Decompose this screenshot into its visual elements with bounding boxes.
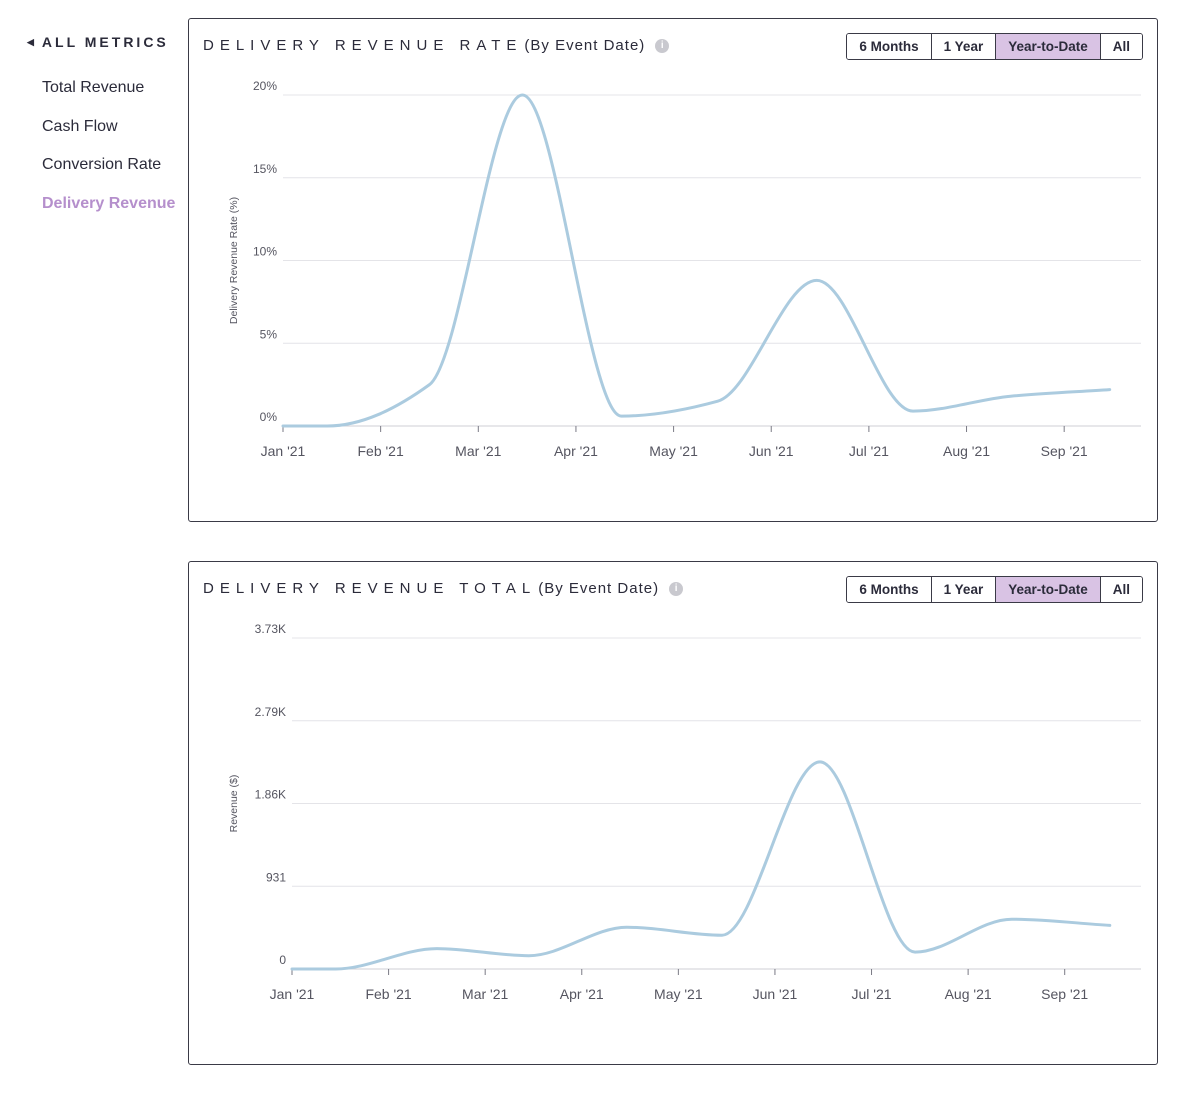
- data-point[interactable]: [815, 757, 825, 767]
- series-line-0: [290, 760, 1112, 971]
- y-axis-label: Revenue ($): [228, 775, 240, 833]
- delivery-revenue-rate-panel: DELIVERY REVENUE RATE (By Event Date) i …: [188, 18, 1158, 522]
- panel-title: DELIVERY REVENUE TOTAL (By Event Date) i: [203, 580, 684, 597]
- series-line-0: [281, 93, 1112, 428]
- data-point[interactable]: [622, 922, 632, 932]
- range-year-to-date-button[interactable]: Year-to-Date: [995, 34, 1100, 59]
- data-point[interactable]: [524, 951, 534, 961]
- x-tick-label: Aug '21: [945, 986, 992, 1002]
- range-1-year-button[interactable]: 1 Year: [930, 34, 996, 59]
- data-point[interactable]: [517, 90, 527, 100]
- range-all-button[interactable]: All: [1099, 34, 1142, 59]
- data-point[interactable]: [908, 406, 918, 416]
- data-point[interactable]: [717, 930, 727, 940]
- sidebar-item-conversion-rate[interactable]: Conversion Rate: [42, 156, 162, 173]
- chart-subtitle: (By Event Date): [524, 37, 646, 54]
- total-line-chart: 0 931 1.86K 2.79K 3.73K Jan '21 Feb '21 Mar '21…: [228, 622, 1141, 1002]
- y-tick-label: 5%: [260, 327, 278, 341]
- x-tick-label: Apr '21: [554, 443, 598, 459]
- x-tick-label: Jun '21: [753, 986, 798, 1002]
- chart-title: DELIVERY REVENUE TOTAL: [203, 580, 537, 597]
- y-axis-label: Delivery Revenue Rate (%): [228, 197, 240, 324]
- sidebar-item-delivery-revenue[interactable]: Delivery Revenue: [42, 194, 176, 212]
- y-tick-label: 1.86K: [255, 788, 286, 802]
- data-point[interactable]: [1006, 391, 1016, 401]
- y-tick-label: 15%: [253, 162, 277, 176]
- x-tick-label: May '21: [649, 443, 698, 459]
- data-point[interactable]: [278, 421, 288, 431]
- data-point[interactable]: [322, 421, 332, 431]
- x-tick-label: Mar '21: [462, 986, 508, 1002]
- chart-title: DELIVERY REVENUE RATE: [203, 37, 523, 54]
- data-point[interactable]: [1007, 914, 1017, 924]
- x-tick-label: Feb '21: [365, 986, 411, 1002]
- x-tick-label: Jul '21: [849, 443, 889, 459]
- range-year-to-date-button[interactable]: Year-to-Date: [995, 577, 1100, 602]
- sidebar-item-cash-flow[interactable]: Cash Flow: [42, 117, 118, 135]
- data-point[interactable]: [812, 275, 822, 285]
- data-point[interactable]: [287, 964, 297, 974]
- y-tick-label: 20%: [253, 79, 277, 93]
- x-tick-label: Apr '21: [560, 986, 604, 1002]
- y-tick-label: 931: [266, 870, 286, 884]
- range-selector: 6 Months 1 Year Year-to-Date All: [846, 33, 1143, 60]
- x-tick-label: Aug '21: [943, 443, 990, 459]
- data-point[interactable]: [617, 411, 627, 421]
- x-tick-label: Jun '21: [749, 443, 794, 459]
- range-1-year-button[interactable]: 1 Year: [930, 577, 996, 602]
- x-tick-label: Sep '21: [1041, 443, 1088, 459]
- data-point[interactable]: [713, 396, 723, 406]
- x-tick-label: May '21: [654, 986, 703, 1002]
- metrics-nav: Total Revenue Cash Flow Conversion Rate …: [42, 78, 175, 232]
- y-tick-label: 10%: [253, 245, 277, 259]
- x-tick-label: Jan '21: [270, 986, 315, 1002]
- all-metrics-label: ALL METRICS: [41, 34, 169, 50]
- y-tick-label: 0: [279, 953, 286, 967]
- x-tick-label: Sep '21: [1041, 986, 1088, 1002]
- data-point[interactable]: [910, 947, 920, 957]
- data-point[interactable]: [331, 964, 341, 974]
- delivery-revenue-total-panel: DELIVERY REVENUE TOTAL (By Event Date) i…: [188, 561, 1158, 1065]
- rate-line-chart: 0% 5% 10% 15% 20% Jan '21 Feb '21 Mar '21 Apr '2…: [228, 79, 1141, 459]
- x-tick-label: Jul '21: [852, 986, 892, 1002]
- chart-subtitle: (By Event Date): [538, 580, 660, 597]
- range-6-months-button[interactable]: 6 Months: [847, 34, 931, 59]
- y-tick-label: 2.79K: [255, 705, 286, 719]
- triangle-left-icon: ◀: [27, 36, 34, 47]
- info-icon[interactable]: i: [669, 581, 684, 596]
- range-selector: 6 Months 1 Year Year-to-Date All: [846, 576, 1143, 603]
- x-tick-label: Feb '21: [358, 443, 404, 459]
- panel-title: DELIVERY REVENUE RATE (By Event Date) i: [203, 37, 670, 54]
- all-metrics-link[interactable]: ◀ ALL METRICS: [27, 34, 169, 50]
- info-icon[interactable]: i: [655, 38, 670, 53]
- x-tick-label: Jan '21: [261, 443, 306, 459]
- data-point[interactable]: [424, 380, 434, 390]
- y-tick-label: 0%: [260, 410, 278, 424]
- x-tick-label: Mar '21: [455, 443, 501, 459]
- sidebar-item-total-revenue[interactable]: Total Revenue: [42, 79, 145, 96]
- y-tick-label: 3.73K: [255, 622, 286, 636]
- data-point[interactable]: [432, 944, 442, 954]
- data-point[interactable]: [1105, 920, 1115, 930]
- range-6-months-button[interactable]: 6 Months: [847, 577, 931, 602]
- range-all-button[interactable]: All: [1099, 577, 1142, 602]
- data-point[interactable]: [1105, 385, 1115, 395]
